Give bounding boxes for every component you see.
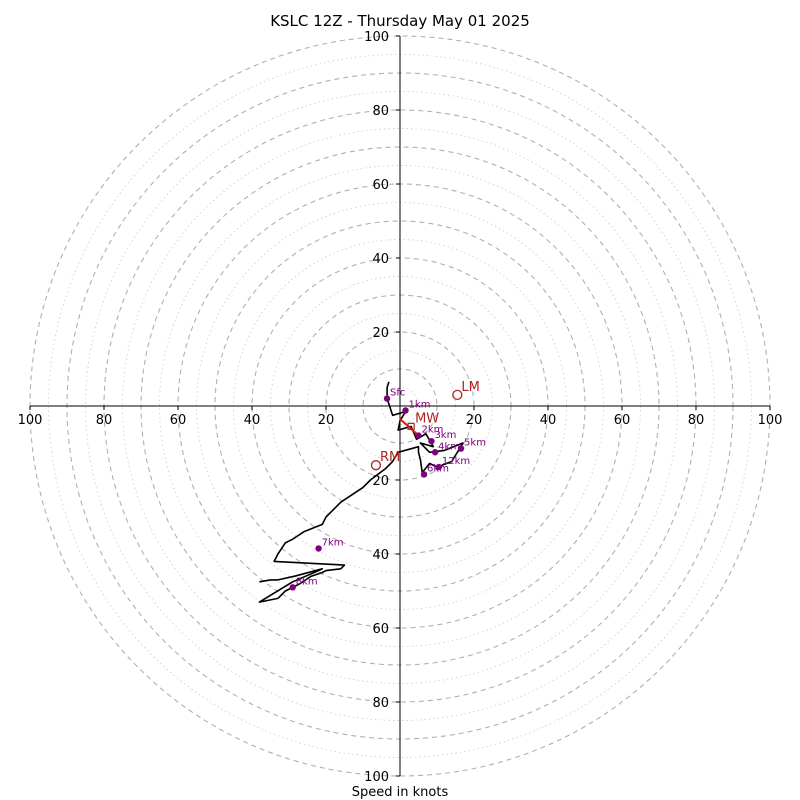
height-marker-label: 3km xyxy=(434,430,456,441)
storm-motion-point xyxy=(407,422,415,430)
height-marker-point xyxy=(402,407,409,414)
y-tick-label: 20 xyxy=(372,326,389,341)
x-tick-label: 100 xyxy=(18,413,43,428)
storm-motion-label: LM xyxy=(461,380,479,395)
storm-motion-point xyxy=(370,460,382,471)
y-tick-label: 60 xyxy=(372,178,389,193)
y-tick-label: 20 xyxy=(372,474,389,489)
y-tick-label: 60 xyxy=(372,622,389,637)
y-tick-label: 100 xyxy=(364,770,389,785)
height-marker-label: 8km xyxy=(296,576,318,587)
chart-title: KSLC 12Z - Thursday May 01 2025 xyxy=(270,12,530,30)
storm-motion-markers: LM RM MW xyxy=(370,380,480,471)
height-marker-point xyxy=(415,432,422,439)
y-tick-label: 80 xyxy=(372,696,389,711)
y-tick-label: 40 xyxy=(372,548,389,563)
x-tick-label: 80 xyxy=(688,413,705,428)
storm-motion-label: MW xyxy=(415,411,439,426)
y-tick-label: 100 xyxy=(364,30,389,45)
axes xyxy=(30,36,770,776)
x-tick-label: 60 xyxy=(614,413,631,428)
height-markers: Sfc1km2km3km4km5km6km12km7km8km xyxy=(289,388,486,591)
y-tick-label: 80 xyxy=(372,104,389,119)
height-marker-label: 12km xyxy=(442,456,470,467)
storm-motion-point xyxy=(452,389,463,401)
height-marker-label: 7km xyxy=(322,537,344,548)
height-marker-label: Sfc xyxy=(390,388,405,399)
height-marker-point xyxy=(435,463,443,471)
x-tick-label: 60 xyxy=(170,413,187,428)
x-tick-label: 20 xyxy=(466,413,483,428)
x-tick-label: 80 xyxy=(96,413,113,428)
height-marker-point xyxy=(315,545,322,552)
x-tick-label: 20 xyxy=(318,413,335,428)
x-axis-label: Speed in knots xyxy=(352,785,449,800)
height-marker-label: 5km xyxy=(464,438,486,449)
y-tick-labels: 100 80 60 40 20 20 40 60 80 100 xyxy=(364,30,400,785)
height-marker-point xyxy=(383,395,391,402)
height-marker-label: 1km xyxy=(409,399,431,410)
x-tick-label: 40 xyxy=(540,413,557,428)
storm-motion-label: RM xyxy=(380,450,400,465)
height-marker-point xyxy=(428,437,435,445)
x-tick-label: 100 xyxy=(758,413,783,428)
height-marker-point xyxy=(420,471,428,478)
x-tick-labels: 100 80 60 40 20 20 40 60 80 100 xyxy=(18,406,783,428)
height-marker-point xyxy=(457,445,465,452)
height-marker-point xyxy=(289,584,296,591)
y-tick-label: 40 xyxy=(372,252,389,267)
height-marker-point xyxy=(431,449,439,456)
height-marker-label: 2km xyxy=(422,425,444,436)
x-tick-label: 40 xyxy=(244,413,261,428)
height-marker-label: 4km xyxy=(438,441,460,452)
